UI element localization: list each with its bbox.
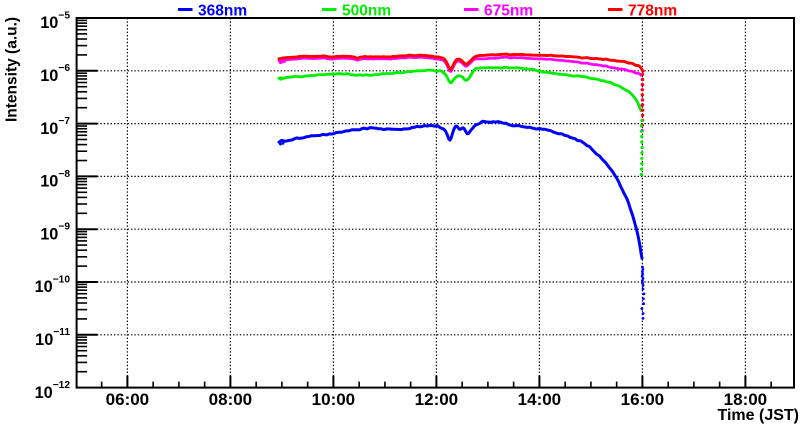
svg-text:10:00: 10:00	[312, 390, 355, 409]
svg-text:18:00: 18:00	[724, 390, 767, 409]
svg-text:08:00: 08:00	[209, 390, 252, 409]
svg-text:06:00: 06:00	[106, 390, 149, 409]
svg-text:500nm: 500nm	[342, 2, 391, 19]
svg-text:675nm: 675nm	[484, 2, 533, 19]
svg-text:12:00: 12:00	[415, 390, 458, 409]
svg-text:778nm: 778nm	[628, 2, 677, 19]
svg-text:Intensity (a.u.): Intensity (a.u.)	[4, 17, 21, 122]
svg-text:368nm: 368nm	[198, 2, 247, 19]
svg-text:14:00: 14:00	[518, 390, 561, 409]
svg-text:Time (JST): Time (JST)	[718, 407, 800, 424]
svg-text:16:00: 16:00	[621, 390, 664, 409]
